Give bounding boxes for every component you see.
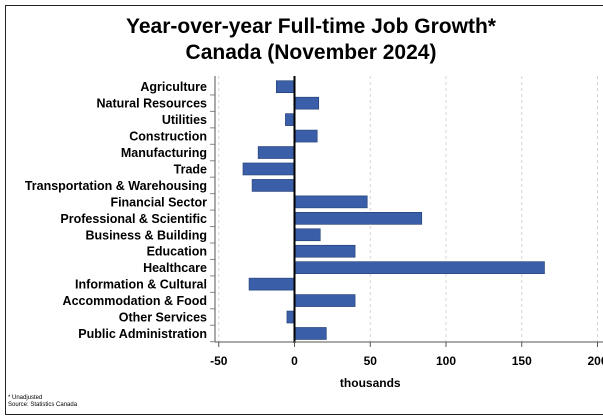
category-labels: Agriculture Natural Resources Utilities Con… [25, 80, 207, 341]
category-label: Professional & Scientific [60, 212, 207, 226]
bar [251, 179, 295, 192]
bars [242, 80, 545, 340]
x-axis: -50 0 50 100 150 200 [210, 76, 603, 368]
chart-title: Year-over-year Full-time Job Growth* [126, 15, 496, 38]
x-tick-label: -50 [210, 354, 228, 368]
bar [294, 327, 327, 340]
category-label: Utilities [162, 113, 207, 127]
bar [294, 96, 320, 110]
category-label: Education [147, 245, 207, 259]
category-label: Manufacturing [121, 146, 207, 160]
category-label: Business & Building [85, 228, 207, 242]
category-label: Healthcare [143, 261, 207, 275]
bar [276, 80, 295, 94]
x-tick-label: 200 [587, 354, 603, 368]
bar [294, 294, 356, 307]
bar [294, 244, 356, 258]
bar [248, 277, 295, 291]
category-label: Information & Cultural [75, 278, 207, 292]
footnote-unadjusted: * Unadjusted [8, 395, 43, 401]
bar [286, 310, 295, 324]
category-label: Natural Resources [97, 97, 208, 111]
category-label: Transportation & Warehousing [25, 179, 207, 193]
category-label: Construction [129, 130, 207, 144]
bar [294, 261, 545, 274]
category-label: Other Services [119, 311, 207, 325]
x-axis-title: thousands [340, 376, 401, 390]
bar [294, 195, 368, 209]
bar [242, 162, 295, 176]
chart-subtitle: Canada (November 2024) [185, 41, 437, 64]
x-tick-label: 0 [291, 354, 298, 368]
bar [257, 146, 295, 159]
category-label: Accommodation & Food [63, 294, 207, 308]
category-label: Public Administration [78, 327, 207, 341]
category-label: Financial Sector [110, 195, 207, 209]
gridlines [218, 76, 598, 342]
category-label: Trade [174, 162, 207, 176]
x-tick-label: 150 [512, 354, 532, 368]
category-label: Agriculture [140, 80, 207, 94]
bar [294, 129, 318, 143]
footnote-source: Source: Statistics Canada [8, 402, 78, 408]
x-tick-label: 100 [436, 354, 456, 368]
bar [294, 212, 423, 225]
bar [294, 228, 321, 242]
bar [285, 113, 295, 126]
chart-frame [5, 5, 603, 415]
x-tick-label: 50 [364, 354, 378, 368]
